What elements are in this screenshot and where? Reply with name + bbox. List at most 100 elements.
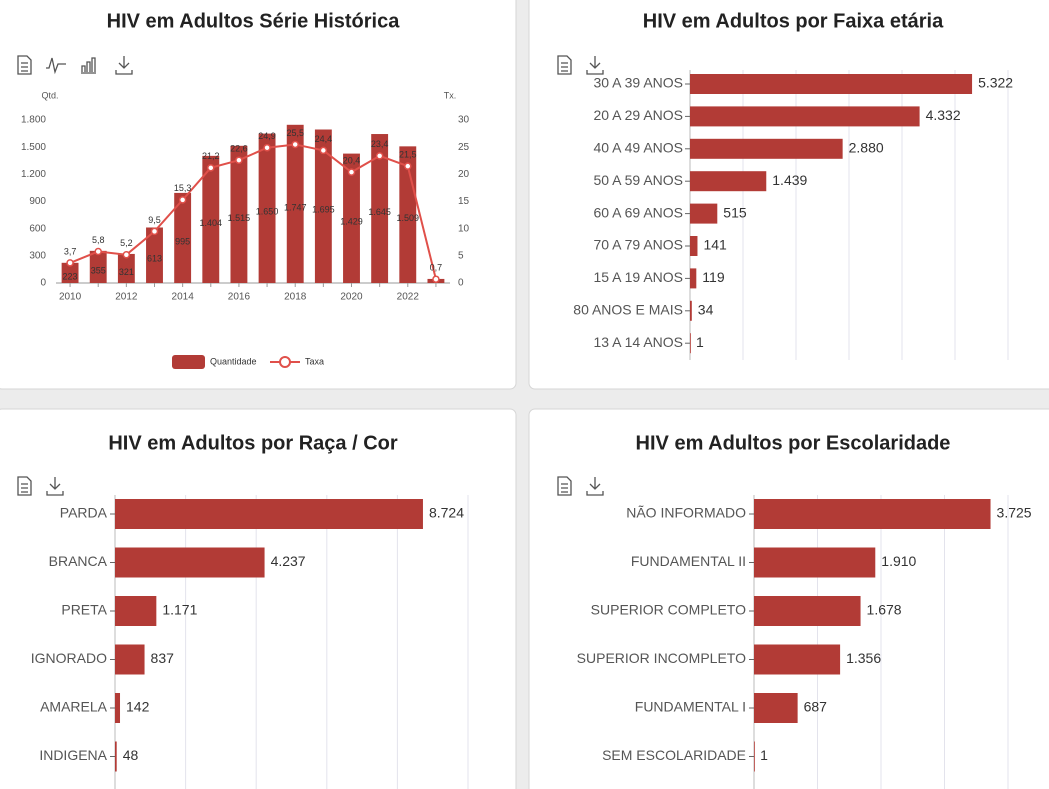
rate-point (178, 196, 187, 204)
x-tick-label: 2016 (228, 292, 251, 303)
bar (174, 192, 192, 283)
y-tick-label: 30 A 39 ANOS (593, 75, 683, 91)
data-label: 25,5 (286, 128, 304, 138)
data-label: 5,2 (120, 238, 133, 248)
data-label: 1.645 (368, 207, 391, 217)
data-label: 1.171 (162, 602, 197, 618)
rate-line (69, 143, 437, 280)
bar (61, 262, 79, 283)
data-label: 515 (723, 204, 747, 220)
y-tick-label: FUNDAMENTAL I (635, 699, 746, 715)
bar (690, 171, 767, 192)
bar (754, 644, 841, 675)
panel (528, 0, 1049, 390)
data-view-icon[interactable] (17, 55, 32, 75)
rate-point (94, 247, 102, 256)
bar (690, 333, 691, 354)
bar (115, 499, 423, 529)
y-tick-label: 20 A 29 ANOS (593, 107, 683, 123)
data-label: 1.404 (200, 218, 223, 228)
download-icon[interactable] (115, 56, 133, 75)
bar (690, 138, 843, 159)
y2-tick-label: 25 (458, 142, 470, 153)
data-label: 5.322 (978, 75, 1013, 91)
data-label: 142 (126, 699, 150, 715)
download-icon[interactable] (586, 477, 604, 496)
data-label: 613 (147, 254, 162, 264)
axis-title: Qtd. (41, 90, 58, 100)
data-view-icon[interactable] (17, 476, 32, 496)
y-tick-label: PARDA (60, 505, 108, 521)
y-tick-label: PRETA (61, 602, 107, 618)
rate-point (347, 168, 356, 176)
legend-swatch (279, 356, 291, 368)
bar (202, 155, 220, 283)
rate-point (207, 164, 215, 172)
bar (690, 203, 718, 224)
data-label: 22,6 (230, 144, 248, 154)
y-tick-label: 900 (29, 196, 46, 207)
y-tick-label: 300 (29, 250, 46, 261)
rate-point (291, 140, 299, 149)
y2-tick-label: 30 (458, 115, 470, 126)
y-tick-label: SUPERIOR COMPLETO (591, 602, 746, 618)
data-label: 2.880 (849, 140, 884, 156)
data-label: 0,7 (430, 263, 443, 273)
data-label: 1.509 (397, 213, 420, 223)
bar (690, 74, 973, 94)
y-tick-label: 0 (40, 278, 46, 289)
data-label: 34 (698, 302, 714, 318)
bar-icon[interactable] (81, 57, 96, 74)
data-label: 24,9 (258, 131, 276, 141)
y-tick-label: 1.500 (21, 142, 46, 153)
y-tick-label: 80 ANOS E MAIS (573, 302, 683, 318)
data-label: 1.650 (256, 207, 279, 217)
y2-tick-label: 0 (458, 278, 464, 289)
rate-point (319, 146, 328, 155)
data-label: 1.356 (846, 650, 881, 666)
y-tick-label: 40 A 49 ANOS (593, 140, 683, 156)
data-label: 321 (119, 267, 134, 277)
y-tick-label: 15 A 19 ANOS (593, 269, 683, 285)
y-tick-label: FUNDAMENTAL II (631, 553, 746, 569)
y-tick-label: IGNORADO (31, 650, 107, 666)
data-view-icon[interactable] (557, 476, 572, 496)
data-label: 1.429 (340, 217, 363, 227)
data-label: 1 (696, 334, 704, 350)
toolbar (17, 55, 604, 496)
download-icon[interactable] (586, 56, 604, 75)
y2-tick-label: 15 (458, 196, 470, 207)
data-label: 1.515 (228, 213, 251, 223)
y-tick-label: 50 A 59 ANOS (593, 172, 683, 188)
bar (117, 253, 135, 283)
x-tick-label: 2012 (115, 292, 138, 303)
bar (314, 129, 332, 283)
bar (258, 133, 276, 283)
panel (0, 408, 517, 789)
axis-title: Tx. (444, 90, 457, 100)
data-label: 687 (804, 699, 828, 715)
x-tick-label: 2014 (172, 292, 195, 303)
data-label: 1.910 (881, 553, 916, 569)
x-tick-label: 2020 (340, 292, 363, 303)
y2-tick-label: 20 (458, 169, 470, 180)
line-icon[interactable] (46, 57, 66, 75)
y-tick-label: SUPERIOR INCOMPLETO (577, 650, 746, 666)
rate-point (375, 152, 384, 160)
data-label: 119 (702, 269, 725, 285)
download-icon[interactable] (46, 477, 64, 496)
data-label: 5,8 (92, 235, 105, 245)
x-tick-label: 2022 (397, 292, 420, 303)
x-tick-label: 2010 (59, 292, 82, 303)
x-tick-label: 2018 (284, 292, 307, 303)
chart-title: HIV em Adultos por Escolaridade (636, 432, 951, 454)
data-label: 1.695 (312, 205, 335, 215)
chart-title: HIV em Adultos por Raça / Cor (108, 432, 398, 454)
data-view-icon[interactable] (557, 55, 572, 75)
bar (115, 596, 157, 626)
data-label: 4.332 (926, 107, 961, 123)
y-tick-label: 60 A 69 ANOS (593, 204, 683, 220)
data-label: 21,2 (202, 151, 220, 161)
y2-tick-label: 10 (458, 223, 470, 234)
